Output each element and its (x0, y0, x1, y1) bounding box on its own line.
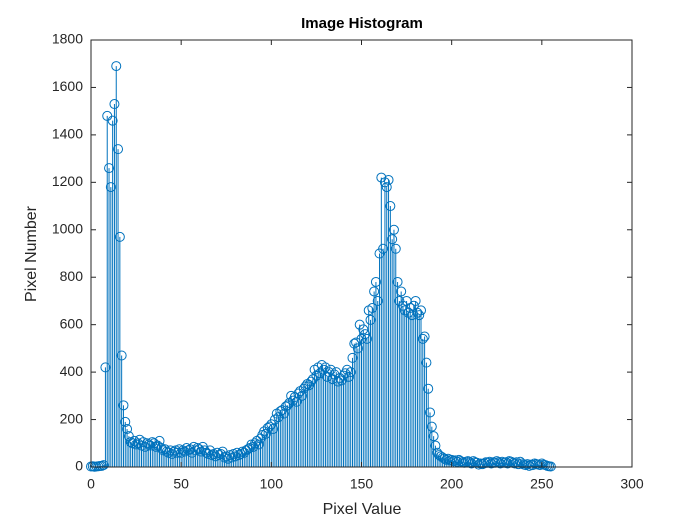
stem-marker (307, 374, 318, 385)
x-axis-label: Pixel Value (323, 501, 402, 518)
stem-marker (109, 99, 120, 110)
stem-marker (100, 362, 111, 373)
stem-marker (205, 445, 216, 456)
x-tick-label: 50 (173, 476, 189, 492)
stem-marker (361, 333, 372, 344)
stem-marker (347, 352, 358, 363)
stem-marker (423, 383, 434, 394)
stem-marker (107, 115, 118, 126)
y-tick-label: 200 (60, 410, 84, 426)
stem-marker (111, 61, 122, 72)
x-tick-label: 0 (87, 476, 95, 492)
stem-marker (369, 286, 380, 297)
stem-marker (289, 392, 300, 403)
stem-marker (233, 450, 244, 461)
stem-marker (425, 407, 436, 418)
stem-marker (154, 435, 165, 446)
y-tick-label: 1000 (52, 220, 83, 236)
y-tick-label: 400 (60, 363, 84, 379)
stem-marker (416, 305, 427, 316)
stem-marker (358, 324, 369, 335)
stem-marker (199, 445, 210, 456)
stem-marker (367, 303, 378, 314)
stem-marker (120, 416, 131, 427)
stem-marker (378, 243, 389, 254)
stem-marker (192, 443, 203, 454)
stem-marker (410, 295, 421, 306)
stem-marker (306, 376, 317, 387)
y-tick-label: 1800 (52, 31, 83, 47)
y-tick-label: 0 (75, 458, 83, 474)
stem-marker (118, 400, 129, 411)
stem-marker (262, 422, 273, 433)
stem-marker (116, 350, 127, 361)
y-tick-label: 1600 (52, 78, 83, 94)
stem-marker (360, 329, 371, 340)
stem-marker (345, 367, 356, 378)
y-tick-label: 1400 (52, 126, 83, 142)
stem-marker (390, 243, 401, 254)
stem-marker (365, 314, 376, 325)
stem-marker (296, 390, 307, 401)
x-tick-label: 100 (260, 476, 284, 492)
stem-marker (439, 453, 450, 464)
stem-marker (343, 371, 354, 382)
stem-marker (352, 343, 363, 354)
y-axis-label: Pixel Number (23, 205, 40, 302)
x-tick-label: 200 (440, 476, 464, 492)
stem-marker (430, 440, 441, 451)
stem-marker (392, 276, 403, 287)
stem-marker (396, 286, 407, 297)
stem-marker (98, 460, 109, 471)
stem-marker (381, 182, 392, 193)
stem-marker (122, 424, 133, 435)
stem-marker (351, 337, 362, 348)
stem-marker (515, 456, 526, 467)
stem-marker (414, 310, 425, 321)
stem-marker (385, 201, 396, 212)
y-tick-label: 600 (60, 315, 84, 331)
x-tick-label: 300 (620, 476, 644, 492)
stem-marker (104, 163, 115, 174)
stem-marker (280, 401, 291, 412)
stem-marker (372, 295, 383, 306)
stem-marker (214, 450, 225, 461)
stems (86, 61, 556, 472)
stem-marker (268, 424, 279, 435)
stem-marker (426, 421, 437, 432)
stem-marker (421, 357, 432, 368)
stem-marker (450, 455, 461, 466)
stem-marker (388, 224, 399, 235)
stem-marker (370, 276, 381, 287)
x-tick-label: 250 (530, 476, 554, 492)
x-tick-label: 150 (350, 476, 374, 492)
stem-marker (428, 431, 439, 442)
stem-marker (114, 231, 125, 242)
stem-marker (417, 333, 428, 344)
stem-marker (278, 408, 289, 419)
chart-title: Image Histogram (301, 15, 423, 32)
stem-marker (406, 310, 417, 321)
stem-marker (105, 182, 116, 193)
stem-marker (387, 234, 398, 245)
y-tick-label: 800 (60, 268, 84, 284)
stem-marker (159, 444, 170, 455)
stem-marker (419, 331, 430, 342)
y-tick-label: 1200 (52, 173, 83, 189)
stem-marker (383, 174, 394, 185)
stem-marker (495, 458, 506, 469)
stem-marker (253, 439, 264, 450)
stem-marker (113, 144, 124, 155)
